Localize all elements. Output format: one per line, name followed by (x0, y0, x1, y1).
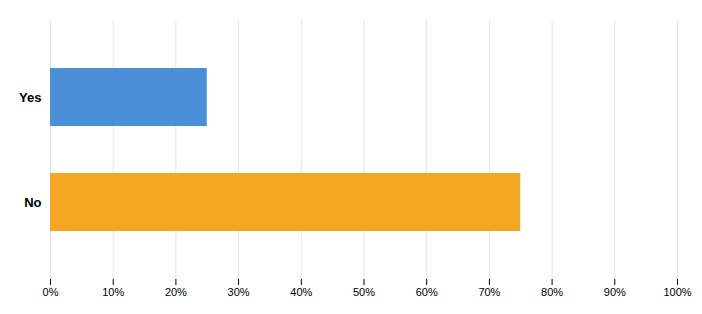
svg-text:10%: 10% (102, 286, 124, 298)
svg-text:90%: 90% (604, 286, 626, 298)
svg-text:40%: 40% (290, 286, 312, 298)
svg-text:50%: 50% (353, 286, 375, 298)
svg-text:70%: 70% (478, 286, 500, 298)
svg-text:60%: 60% (416, 286, 438, 298)
svg-text:80%: 80% (541, 286, 563, 298)
svg-text:30%: 30% (228, 286, 250, 298)
svg-text:20%: 20% (165, 286, 187, 298)
svg-text:No: No (24, 195, 41, 210)
svg-text:Yes: Yes (19, 90, 41, 105)
svg-text:100%: 100% (663, 286, 691, 298)
svg-text:0%: 0% (43, 286, 59, 298)
